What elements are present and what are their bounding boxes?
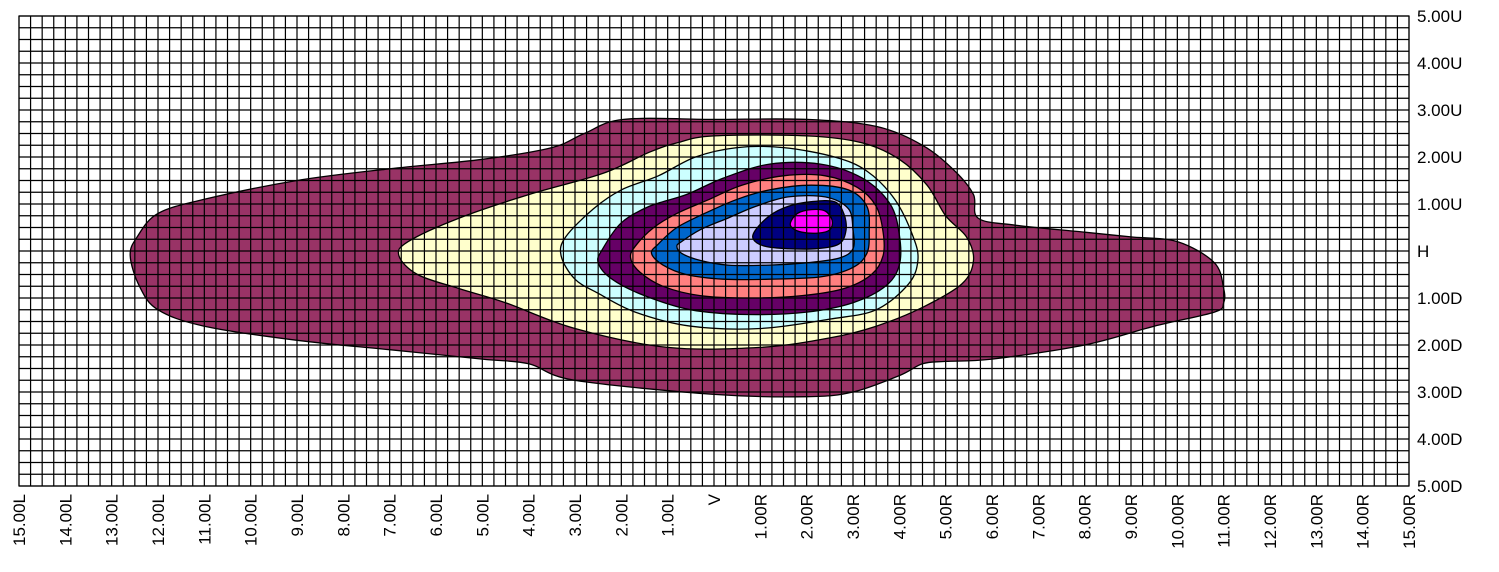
x-tick-label: 1.00L [659, 494, 678, 537]
contour-outline-layer [129, 117, 1226, 398]
plot-frame [18, 15, 1410, 487]
x-tick-label: 14.00R [1354, 494, 1373, 549]
y-tick-label: 5.00D [1417, 477, 1462, 496]
x-tick-label: 4.00R [890, 494, 909, 539]
x-tick-label: 10.00R [1168, 494, 1187, 549]
x-tick-label: 3.00L [566, 494, 585, 537]
x-tick-label: 12.00L [149, 494, 168, 546]
x-tick-label: 14.00L [56, 494, 75, 546]
contour-line-8 [752, 199, 847, 250]
x-tick-label: 6.00L [427, 494, 446, 537]
y-tick-label: 3.00D [1417, 383, 1462, 402]
contour-line-7 [676, 194, 855, 267]
x-tick-label: 13.00R [1307, 494, 1326, 549]
x-tick-label: 8.00L [334, 494, 353, 537]
x-tick-label: 9.00L [288, 494, 307, 537]
x-tick-label: 1.00R [751, 494, 770, 539]
x-tick-label: 8.00R [1076, 494, 1095, 539]
x-tick-label: 7.00R [1029, 494, 1048, 539]
y-tick-label: 1.00D [1417, 289, 1462, 308]
x-tick-label: 9.00R [1122, 494, 1141, 539]
x-tick-label: 5.00L [473, 494, 492, 537]
x-tick-label: 2.00L [612, 494, 631, 537]
x-tick-label: 7.00L [381, 494, 400, 537]
x-tick-label: 3.00R [844, 494, 863, 539]
x-tick-label: 11.00R [1215, 494, 1234, 548]
contour-line-5 [629, 173, 885, 299]
contour-line-3 [559, 145, 919, 330]
y-tick-label: 3.00U [1417, 101, 1462, 120]
x-tick-label: 15.00L [10, 494, 29, 546]
y-axis-tick-labels: 5.00U 4.00U 3.00U 2.00U 1.00U H 1.00D 2.00D 3.00… [1417, 7, 1462, 496]
y-tick-label: 4.00U [1417, 54, 1462, 73]
y-tick-label: 1.00U [1417, 195, 1462, 214]
y-tick-label: 4.00D [1417, 430, 1462, 449]
x-tick-label: 2.00R [798, 494, 817, 539]
y-tick-label: 2.00D [1417, 336, 1462, 355]
grid-layer [18, 15, 1410, 487]
contour-line-4 [597, 161, 902, 316]
x-tick-label: 6.00R [983, 494, 1002, 539]
x-tick-label: V [705, 493, 724, 505]
contour-line-1 [129, 117, 1226, 398]
grid-lines [18, 15, 1410, 487]
contour-line-9 [789, 208, 834, 234]
x-tick-label: 13.00L [103, 494, 122, 546]
x-tick-label: 12.00R [1261, 494, 1280, 549]
x-tick-label: 11.00L [195, 494, 214, 545]
x-tick-label: 5.00R [937, 494, 956, 539]
x-tick-label: 10.00L [242, 494, 261, 546]
y-tick-label: 5.00U [1417, 7, 1462, 26]
y-tick-label: 2.00U [1417, 148, 1462, 167]
x-axis-tick-labels: 15.00L 14.00L 13.00L 12.00L 11.00L 10.00L 9.00… [10, 493, 1419, 549]
x-tick-label: 4.00L [520, 494, 539, 537]
y-tick-label: H [1417, 242, 1429, 261]
contour-line-2 [397, 134, 975, 350]
x-tick-label: 15.00R [1400, 494, 1419, 549]
contour-line-6 [650, 184, 871, 281]
